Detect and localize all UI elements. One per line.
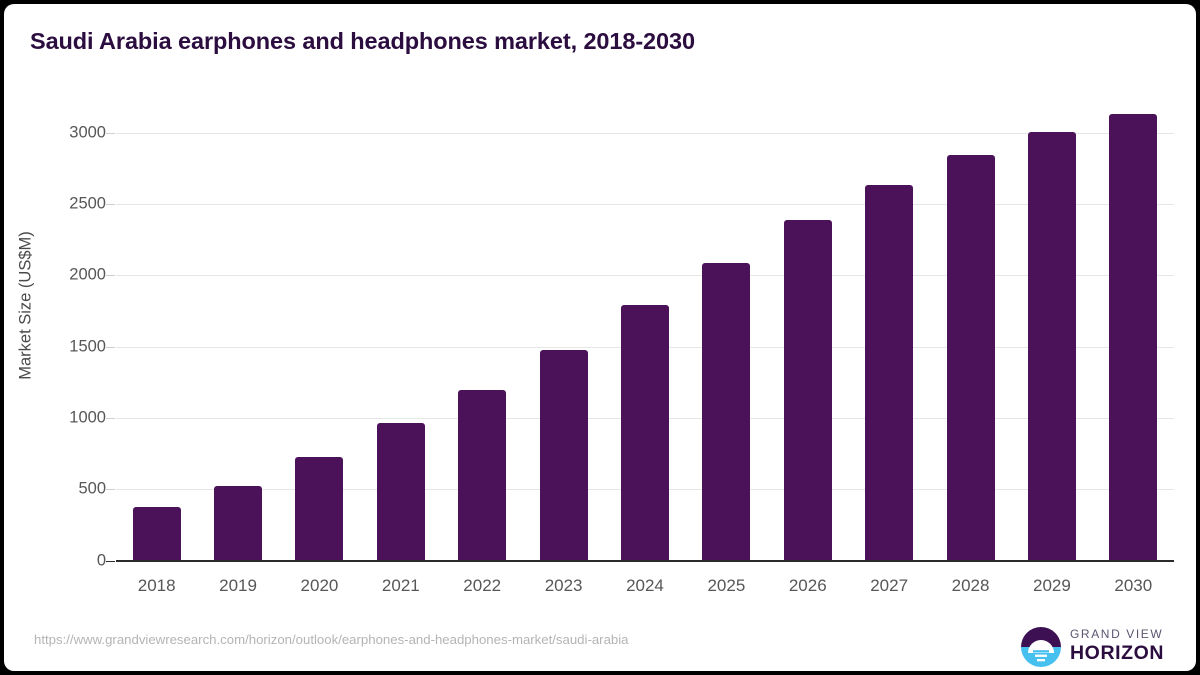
bar-2028[interactable] [946,155,995,561]
page-title: Saudi Arabia earphones and headphones ma… [30,28,695,54]
bar-2021[interactable] [376,423,425,561]
y-tick-label: 1500 [69,337,106,356]
y-tick-mark [106,204,115,206]
y-tick-label: 500 [78,479,106,498]
bar-2020[interactable] [295,456,344,561]
x-tick-label: 2022 [463,576,502,595]
x-tick-label: 2024 [626,576,664,595]
x-tick-label: 2018 [137,576,176,595]
bar-2027[interactable] [865,185,914,561]
x-tick-label: 2027 [870,576,909,595]
x-tick-label: 2021 [381,576,420,595]
grand-view-horizon-circle-mark [1021,627,1061,667]
bar-2030[interactable] [1109,113,1158,561]
bar-2024[interactable] [621,305,669,561]
x-tick-label: 2020 [300,576,339,595]
y-tick-mark [106,560,115,562]
x-tick-label: 2025 [707,576,746,595]
x-axis-line [116,560,1174,562]
x-tick-label: 2023 [544,576,583,595]
y-tick-label: 2500 [69,194,106,213]
y-axis-ticks: 0 500 1000 1500 2000 2500 3000 [44,4,115,671]
logo-line-2: HORIZON [1070,642,1165,664]
y-tick-mark [106,275,115,277]
x-tick-label: 2029 [1032,576,1071,595]
y-axis-title: Market Size (US$M) [16,231,35,380]
y-tick-mark [106,132,115,134]
y-tick-mark [106,417,115,419]
bar-2019[interactable] [214,486,263,561]
y-tick-label: 0 [96,551,106,569]
y-tick-label: 2000 [69,265,106,284]
y-tick-label: 3000 [69,123,106,142]
y-tick-mark [106,346,115,348]
chart-card: Saudi Arabia earphones and headphones ma… [4,4,1196,671]
bar-2029[interactable] [1027,131,1076,561]
bar-2026[interactable] [783,219,832,561]
x-tick-label: 2019 [219,576,257,595]
x-tick-label: 2030 [1114,576,1153,595]
gridline [116,204,1174,206]
gridline [116,132,1174,134]
x-tick-label: 2026 [788,576,827,595]
source-url[interactable]: https://www.grandviewresearch.com/horizo… [34,632,629,647]
brand-logo[interactable]: GRAND VIEW HORIZON [1016,622,1176,671]
bar-2018[interactable] [132,507,181,561]
logo-wordmark: GRAND VIEW HORIZON [1070,627,1180,664]
bar-2025[interactable] [702,262,751,561]
plot-area [116,113,1174,561]
gridline [116,275,1174,277]
bar-2022[interactable] [458,389,507,561]
bar-2023[interactable] [539,349,588,561]
y-tick-label: 1000 [69,408,106,427]
y-tick-mark [106,489,115,491]
logo-line-1: GRAND VIEW [1070,627,1164,641]
x-tick-label: 2028 [951,576,990,595]
